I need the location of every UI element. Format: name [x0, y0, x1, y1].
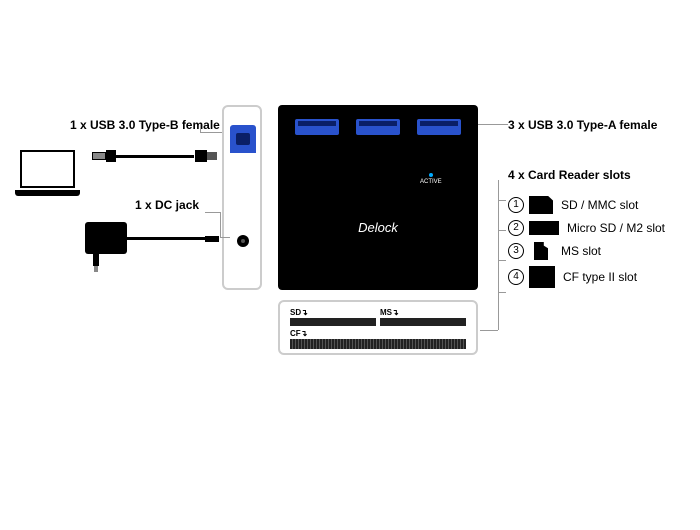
power-adapter-icon [85, 222, 135, 277]
usb-a-port [295, 119, 339, 135]
card-row-3: 3 MS slot [508, 242, 688, 260]
active-led: ACTIVE [420, 173, 442, 185]
usb-b-port [230, 125, 256, 153]
usb-a-port [356, 119, 400, 135]
card-slot-list: 1 SD / MMC slot 2 Micro SD / M2 slot 3 M… [508, 190, 688, 294]
memorystick-icon [529, 221, 559, 235]
sd-card-icon [529, 196, 553, 214]
card-row-1: 1 SD / MMC slot [508, 196, 688, 214]
bottom-panel: SD↴ MS↴ CF↴ [278, 300, 478, 355]
slot-number: 2 [508, 220, 524, 236]
usb-b-label: 1 x USB 3.0 Type-B female [70, 118, 220, 132]
slot-name: CF type II slot [563, 270, 637, 284]
cf-card-icon [529, 266, 555, 288]
microsd-icon [534, 242, 548, 260]
sd-slot [290, 318, 376, 326]
dc-cable [127, 236, 219, 242]
card-row-4: 4 CF type II slot [508, 266, 688, 288]
slot-name: Micro SD / M2 slot [567, 221, 665, 235]
slot-name: MS slot [561, 244, 601, 258]
usb-a-label: 3 x USB 3.0 Type-A female [508, 118, 657, 132]
logo: Delock [278, 220, 478, 235]
slot-name: SD / MMC slot [561, 198, 638, 212]
dc-jack-label: 1 x DC jack [135, 198, 199, 212]
slot-number: 1 [508, 197, 524, 213]
device-front: ACTIVE Delock [278, 105, 478, 290]
slot-number: 4 [508, 269, 524, 285]
dc-jack-port [237, 235, 249, 247]
cf-slot [290, 339, 466, 349]
slot-number: 3 [508, 243, 524, 259]
card-row-2: 2 Micro SD / M2 slot [508, 220, 688, 236]
laptop-icon [15, 150, 80, 200]
ms-slot [380, 318, 466, 326]
card-reader-label: 4 x Card Reader slots [508, 168, 631, 182]
usb-cable [92, 150, 217, 164]
usb-a-port [417, 119, 461, 135]
side-panel [222, 105, 262, 290]
